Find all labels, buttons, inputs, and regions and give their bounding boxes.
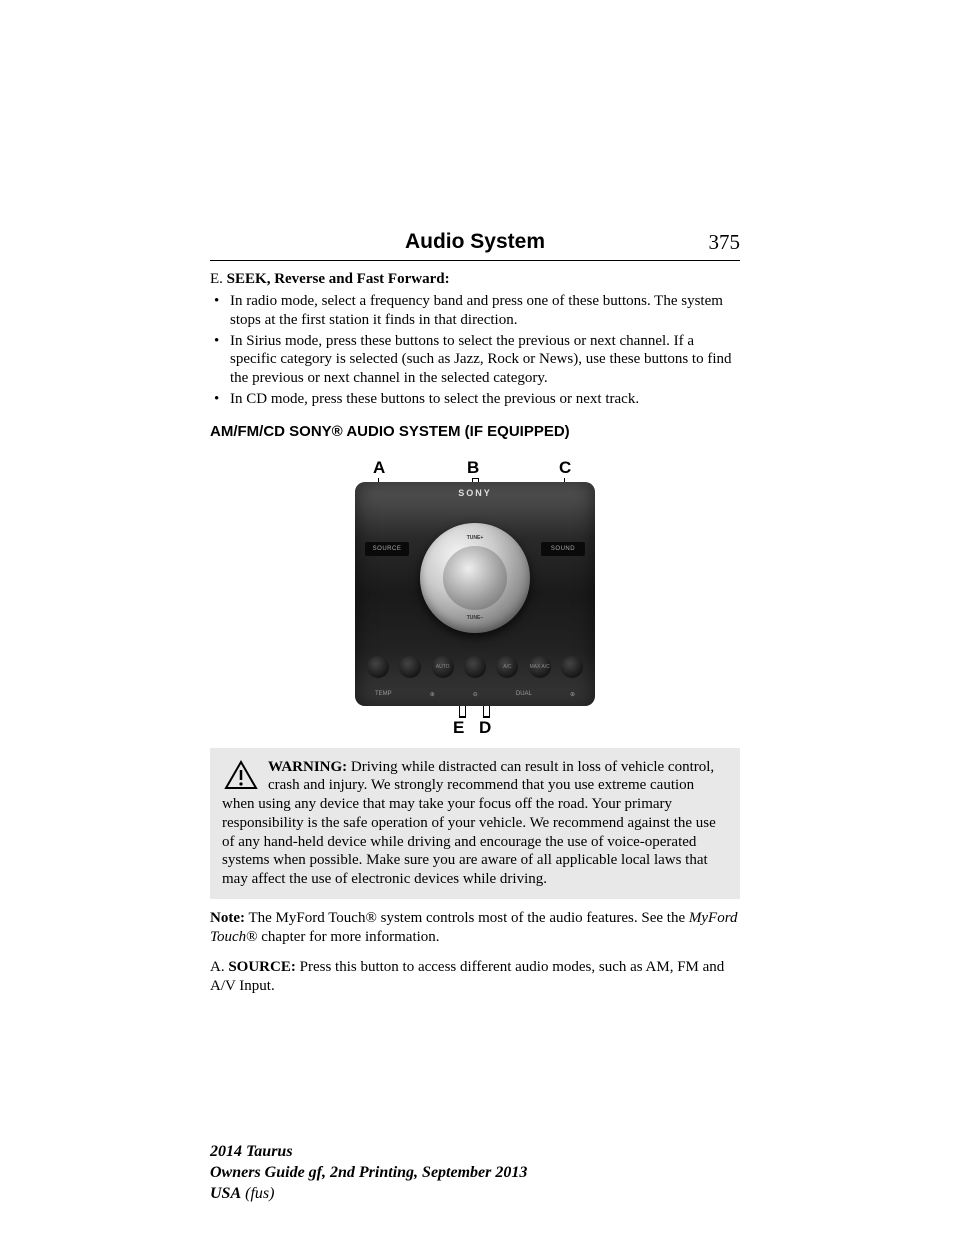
note-label: Note:	[210, 910, 245, 926]
footer-usa: USA	[210, 1185, 241, 1202]
footer-line-1: 2014 Taurus	[210, 1142, 740, 1163]
item-a-block: A. SOURCE: Press this button to access d…	[210, 958, 740, 996]
climate-button	[367, 656, 389, 678]
note-text-1: The MyFord Touch® system controls most o…	[245, 910, 689, 926]
leader-line	[483, 716, 490, 717]
page-header: Audio System 375	[210, 230, 740, 261]
climate-button	[464, 656, 486, 678]
climate-button: A/C	[496, 656, 518, 678]
climate-button	[561, 656, 583, 678]
diagram-label-d: D	[479, 718, 491, 738]
sony-logo: SONY	[458, 488, 492, 498]
diagram-label-b: B	[467, 458, 479, 478]
minus-icon: ⊖	[473, 691, 478, 698]
item-a-prefix: A.	[210, 959, 228, 975]
source-button: SOURCE	[365, 542, 409, 556]
bullet-item: In radio mode, select a frequency band a…	[230, 292, 740, 330]
bullet-item: In Sirius mode, press these buttons to s…	[230, 332, 740, 388]
audio-system-diagram: A B C D E SONY TUNE+ TUNE−	[345, 458, 605, 738]
sound-button: SOUND	[541, 542, 585, 556]
radio-panel: SONY TUNE+ TUNE− SOURCE SOUND AUTO	[355, 482, 595, 706]
warning-label: WARNING:	[268, 759, 347, 775]
diagram-label-e: E	[453, 718, 464, 738]
footer-fus: (fus)	[241, 1185, 274, 1202]
item-a-title: SOURCE:	[228, 959, 296, 975]
climate-button: MAX A/C	[529, 656, 551, 678]
tune-plus-label: TUNE+	[467, 535, 484, 541]
subheading: AM/FM/CD SONY® AUDIO SYSTEM (IF EQUIPPED…	[210, 423, 740, 440]
page-number: 375	[709, 230, 741, 255]
bottom-labels: TEMP ⊕ ⊖ DUAL ⊕	[375, 691, 575, 698]
diagram-container: A B C D E SONY TUNE+ TUNE−	[210, 458, 740, 738]
temp-label: TEMP	[375, 691, 392, 698]
tune-knob: TUNE+ TUNE−	[420, 523, 530, 633]
section-e-bullets: In radio mode, select a frequency band a…	[210, 292, 740, 409]
header-title: Audio System	[405, 230, 545, 254]
tune-minus-label: TUNE−	[467, 615, 484, 621]
section-e-heading: E. SEEK, Reverse and Fast Forward:	[210, 271, 740, 288]
source-label: SOURCE	[373, 546, 402, 552]
footer-line-2: Owners Guide gf, 2nd Printing, September…	[210, 1163, 740, 1184]
climate-button: AUTO	[432, 656, 454, 678]
leader-line	[472, 478, 479, 479]
diagram-label-c: C	[559, 458, 571, 478]
note-text-2: ® chapter for more information.	[246, 929, 439, 945]
climate-button	[399, 656, 421, 678]
sound-label: SOUND	[551, 546, 575, 552]
section-e-title: SEEK, Reverse and Fast Forward:	[227, 271, 450, 287]
plus-icon: ⊕	[570, 691, 575, 698]
climate-buttons-row: AUTO A/C MAX A/C	[367, 656, 583, 678]
leader-line	[459, 716, 466, 717]
diagram-label-a: A	[373, 458, 385, 478]
dual-label: DUAL	[516, 691, 532, 698]
knob-center	[443, 546, 507, 610]
footer-line-3: USA (fus)	[210, 1184, 740, 1205]
page-content: Audio System 375 E. SEEK, Reverse and Fa…	[210, 230, 740, 996]
section-e-prefix: E.	[210, 271, 227, 287]
note-block: Note: The MyFord Touch® system controls …	[210, 909, 740, 947]
plus-icon: ⊕	[430, 691, 435, 698]
bullet-item: In CD mode, press these buttons to selec…	[230, 390, 740, 409]
page-footer: 2014 Taurus Owners Guide gf, 2nd Printin…	[210, 1142, 740, 1204]
warning-text: Driving while distracted can result in l…	[222, 759, 716, 888]
warning-box: WARNING: Driving while distracted can re…	[210, 748, 740, 899]
warning-triangle-icon	[224, 760, 258, 790]
